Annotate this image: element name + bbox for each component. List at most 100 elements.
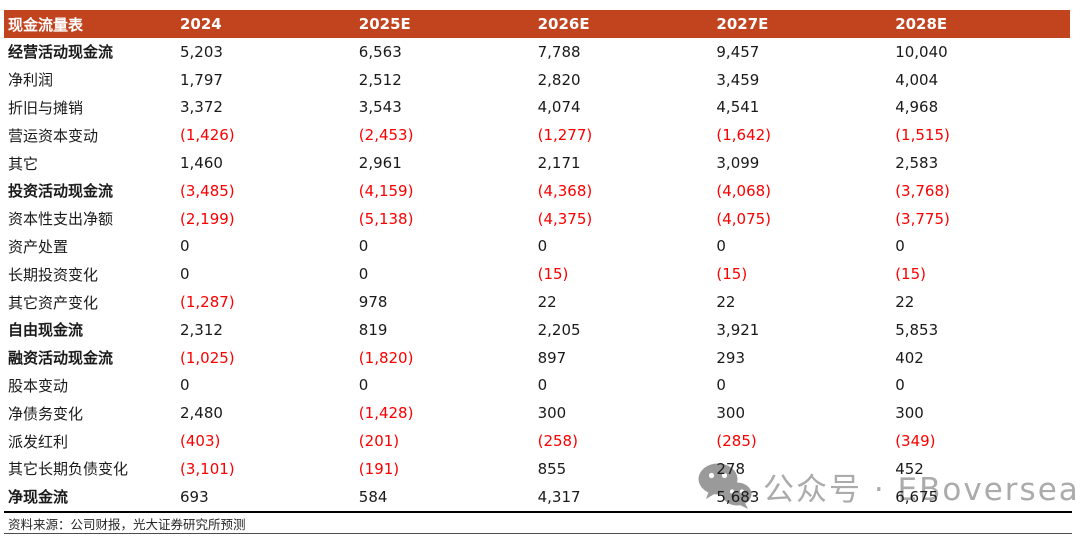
table-bottom-border xyxy=(4,511,1072,513)
cell-value: 0 xyxy=(895,376,905,395)
row-label: 其它资产变化 xyxy=(8,293,99,312)
cell-value: 2,480 xyxy=(180,404,223,423)
cell-value: (4,159) xyxy=(358,181,414,200)
row-label: 经营活动现金流 xyxy=(8,43,114,62)
row-label: 融资活动现金流 xyxy=(8,349,114,368)
cell-value: 22 xyxy=(537,293,557,312)
cell-value: (4,068) xyxy=(716,181,772,200)
table-row: 长期投资变化 0 0 (15) (15) (15) xyxy=(4,260,1070,288)
table-row: 净现金流 693 584 4,317 5,683 6,675 xyxy=(4,483,1070,511)
cell-value: 2,512 xyxy=(358,70,402,89)
cell-value: (15) xyxy=(716,265,748,284)
cell-value: (15) xyxy=(895,265,926,284)
cell-value: 819 xyxy=(358,320,388,339)
cell-value: 3,372 xyxy=(180,98,223,117)
cell-value: 3,921 xyxy=(716,320,760,339)
cell-value: 0 xyxy=(358,265,369,284)
cell-value: 402 xyxy=(895,348,924,367)
table-row: 经营活动现金流 5,203 6,563 7,788 9,457 10,040 xyxy=(4,38,1070,66)
cell-value: (258) xyxy=(537,432,578,451)
cell-value: 4,968 xyxy=(895,98,939,117)
table-row: 净利润 1,797 2,512 2,820 3,459 4,004 xyxy=(4,66,1070,94)
cell-value: 22 xyxy=(895,293,915,312)
cell-value: 693 xyxy=(180,487,209,506)
cell-value: 300 xyxy=(895,404,924,423)
source-note: 资料来源：公司财报，光大证券研究所预测 xyxy=(8,517,246,532)
cell-value: (3,101) xyxy=(180,459,235,478)
cell-value: 4,074 xyxy=(537,98,581,117)
cell-value: 3,543 xyxy=(358,98,402,117)
cell-value: 1,797 xyxy=(180,70,223,89)
cash-flow-table: 现金流量表 2024 2025E 2026E 2027E 2028E 经营活动现金流 5,… xyxy=(4,10,1070,511)
row-label: 股本变动 xyxy=(8,376,69,395)
table-header-row: 现金流量表 2024 2025E 2026E 2027E 2028E xyxy=(4,10,1070,38)
cell-value: 0 xyxy=(358,237,369,256)
watermark-text: 公众号 · EBoversea xyxy=(763,471,1080,508)
cell-value: 3,459 xyxy=(716,70,760,89)
cell-value: 2,312 xyxy=(180,320,223,339)
cell-value: 278 xyxy=(716,459,746,478)
cell-value: 0 xyxy=(180,265,190,284)
row-label: 投资活动现金流 xyxy=(8,182,114,201)
cell-value: 4,004 xyxy=(895,70,939,89)
cell-value: 452 xyxy=(895,459,924,478)
column-header-2028e: 2028E xyxy=(891,10,1070,38)
cell-value: (1,426) xyxy=(180,126,235,145)
table-row: 自由现金流 2,312 819 2,205 3,921 5,853 xyxy=(4,316,1070,344)
table-row: 其它长期负债变化 (3,101) (191) 855 278 452 xyxy=(4,455,1070,483)
row-label: 长期投资变化 xyxy=(8,265,99,284)
cell-value: 4,541 xyxy=(716,98,760,117)
column-header-2024: 2024 xyxy=(176,10,355,38)
cell-value: 5,203 xyxy=(180,42,223,61)
cell-value: 0 xyxy=(358,376,369,395)
wechat-icon xyxy=(698,463,752,509)
table-row: 其它 1,460 2,961 2,171 3,099 2,583 xyxy=(4,149,1070,177)
cell-value: 897 xyxy=(537,348,567,367)
table-row: 折旧与摊销 3,372 3,543 4,074 4,541 4,968 xyxy=(4,94,1070,122)
cell-value: 0 xyxy=(180,376,190,395)
row-label: 资产处置 xyxy=(8,237,69,256)
cell-value: (3,768) xyxy=(895,181,950,200)
cell-value: 300 xyxy=(537,404,567,423)
cell-value: (5,138) xyxy=(358,209,414,228)
cell-value: (1,025) xyxy=(180,348,235,367)
cell-value: (201) xyxy=(358,432,400,451)
column-header-2026e: 2026E xyxy=(533,10,713,38)
cell-value: 0 xyxy=(716,376,726,395)
cell-value: 2,205 xyxy=(537,320,581,339)
row-label: 营运资本变动 xyxy=(8,126,99,145)
cell-value: 293 xyxy=(716,348,746,367)
cell-value: (1,428) xyxy=(358,404,414,423)
row-label: 派发红利 xyxy=(8,432,69,451)
row-label: 其它长期负债变化 xyxy=(8,460,129,479)
cell-value: 0 xyxy=(180,237,190,256)
cell-value: 6,563 xyxy=(358,42,402,61)
table-row: 融资活动现金流 (1,025) (1,820) 897 293 402 xyxy=(4,344,1070,372)
cell-value: 2,583 xyxy=(895,154,939,173)
cell-value: (2,199) xyxy=(180,209,235,228)
cell-value: (4,075) xyxy=(716,209,772,228)
row-label: 其它 xyxy=(8,154,39,173)
column-header-2027e: 2027E xyxy=(712,10,892,38)
table-row: 股本变动 0 0 0 0 0 xyxy=(4,372,1070,400)
cell-value: 9,457 xyxy=(716,42,760,61)
cell-value: (191) xyxy=(358,459,400,478)
table-row: 其它资产变化 (1,287) 978 22 22 22 xyxy=(4,288,1070,316)
cell-value: 300 xyxy=(716,404,746,423)
cell-value: 5,683 xyxy=(716,487,760,506)
table-row: 资产处置 0 0 0 0 0 xyxy=(4,233,1070,261)
cell-value: 0 xyxy=(716,237,726,256)
cell-value: (4,375) xyxy=(537,209,593,228)
row-label: 自由现金流 xyxy=(8,321,84,340)
cell-value: 10,040 xyxy=(895,42,948,61)
cell-value: (1,820) xyxy=(358,348,414,367)
table-title: 现金流量表 xyxy=(4,10,176,38)
cell-value: (3,485) xyxy=(180,181,235,200)
cell-value: 584 xyxy=(358,487,388,506)
cell-value: (3,775) xyxy=(895,209,950,228)
column-header-2025e: 2025E xyxy=(354,10,534,38)
cell-value: (403) xyxy=(180,432,221,451)
cell-value: 4,317 xyxy=(537,487,581,506)
row-label: 折旧与摊销 xyxy=(8,98,84,117)
row-label: 资本性支出净额 xyxy=(8,210,114,229)
